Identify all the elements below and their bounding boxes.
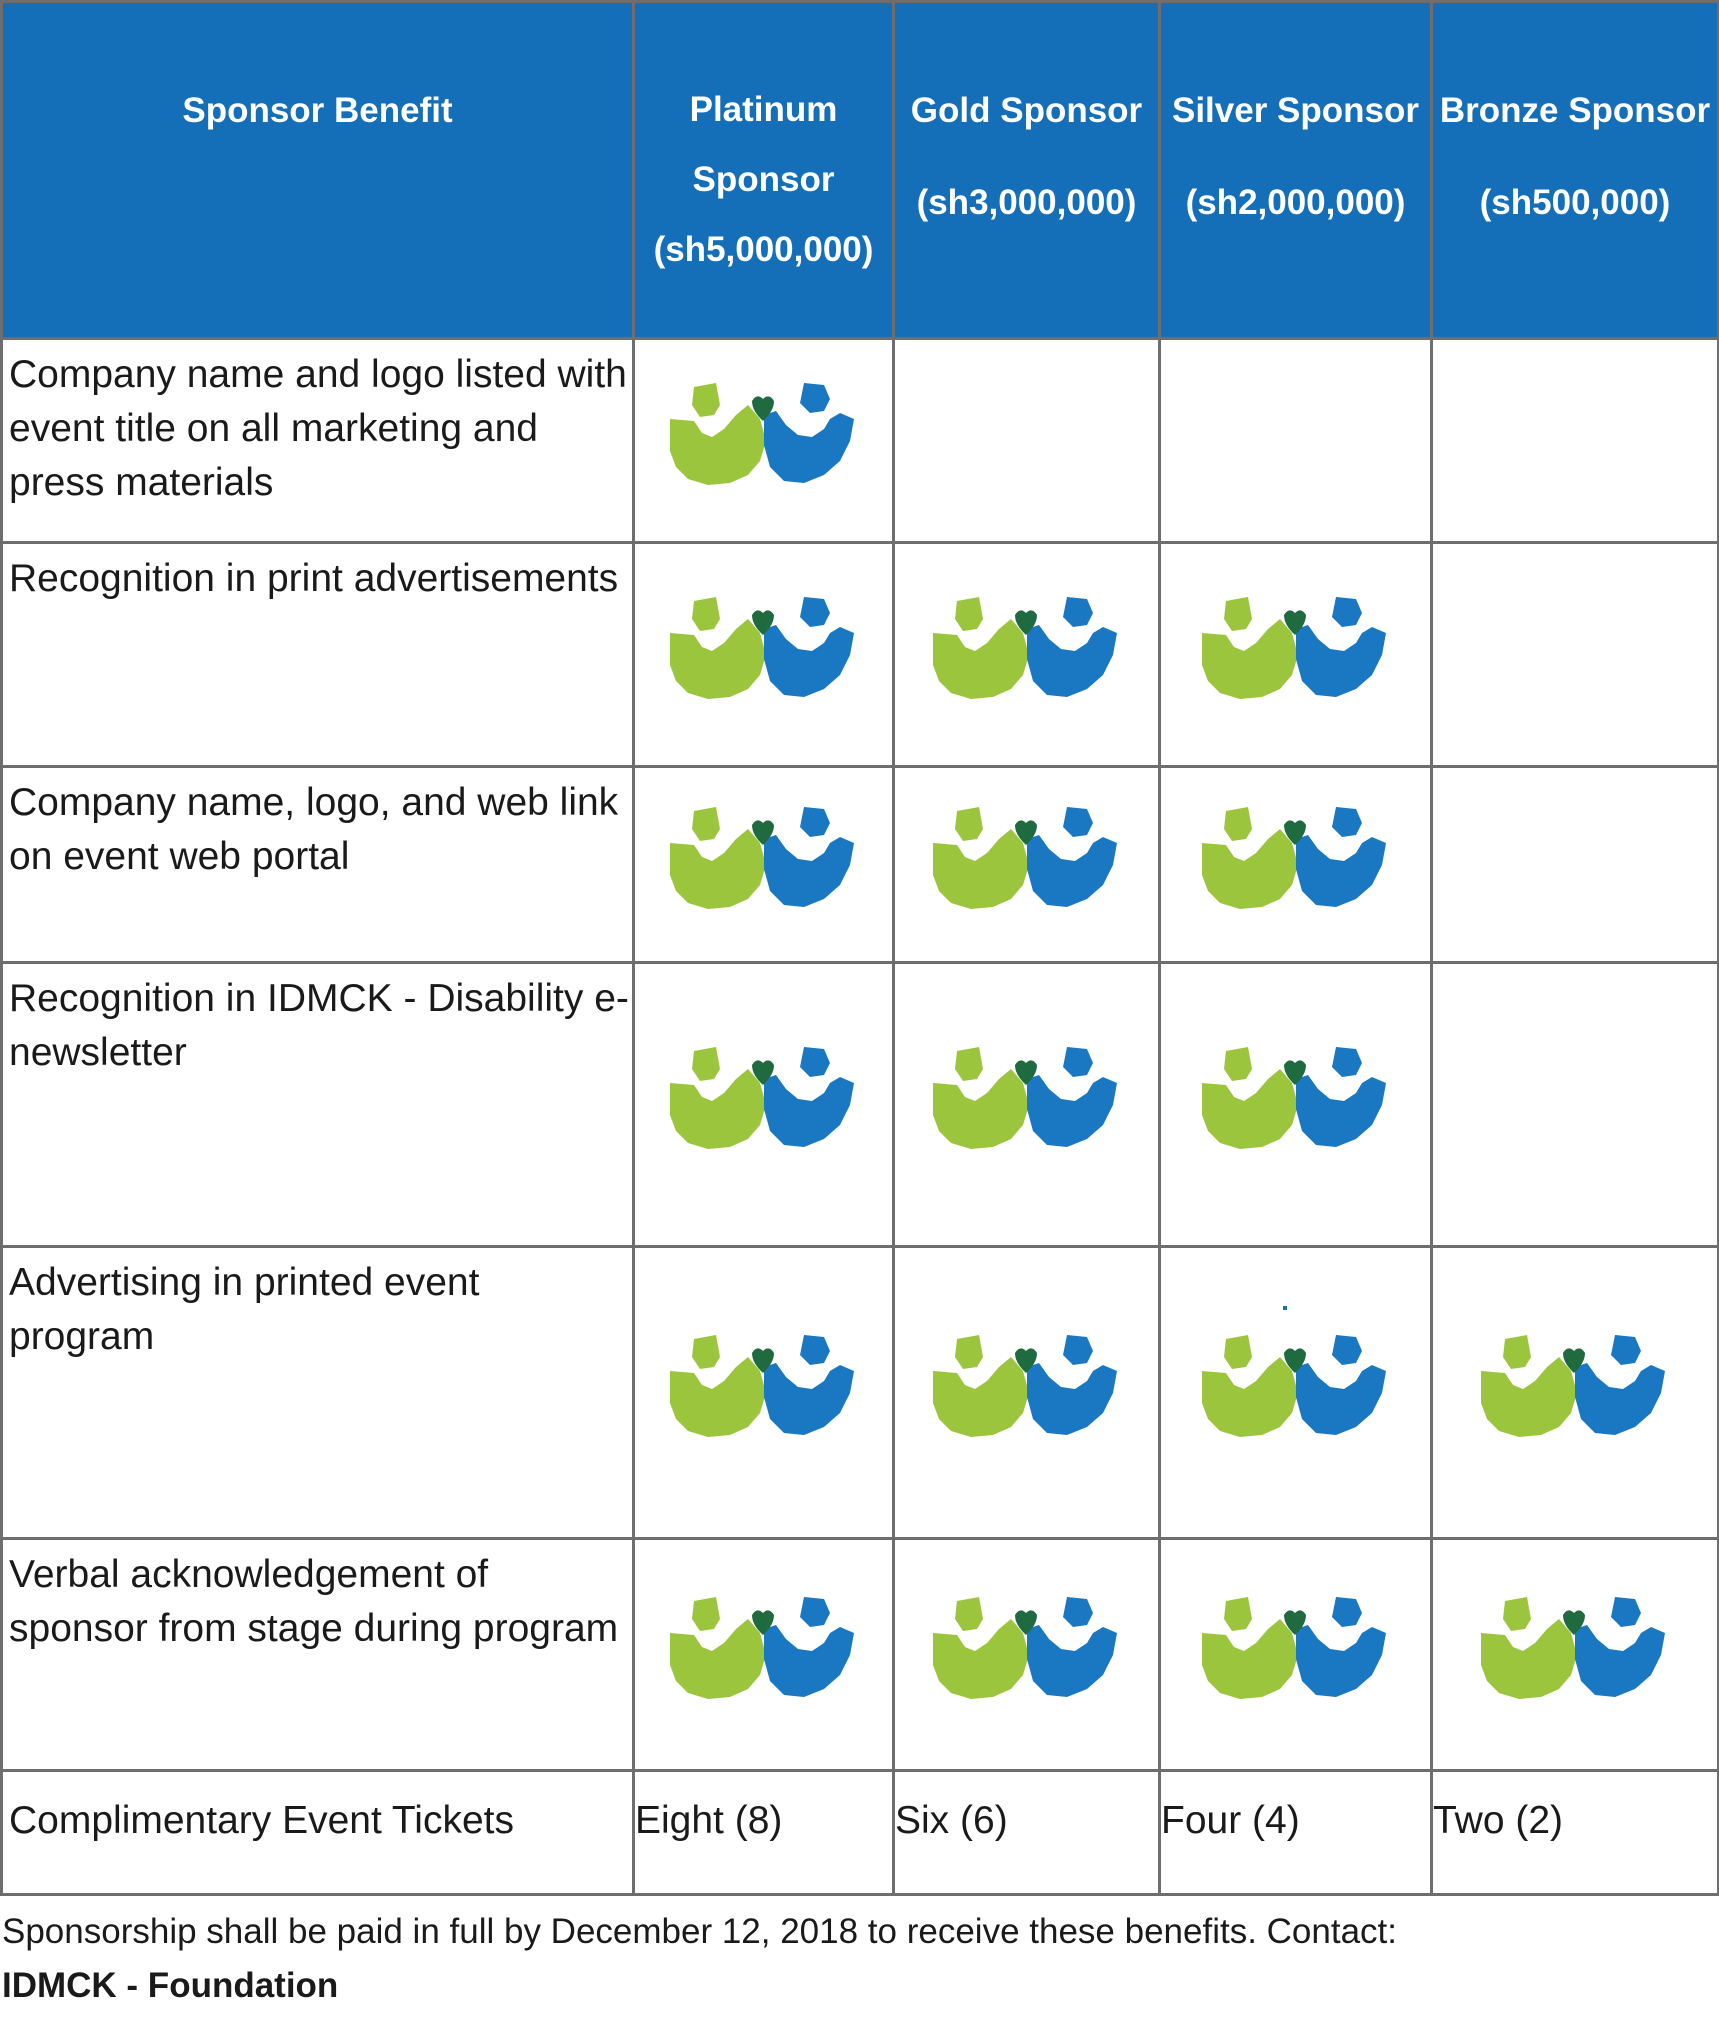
- benefit-label: Recognition in IDMCK - Disability e-news…: [0, 961, 635, 1248]
- idmck-logo-icon: [927, 1039, 1127, 1155]
- idmck-logo-icon: [1196, 1039, 1396, 1155]
- gold-benefit-cell: [892, 337, 1161, 544]
- table-row: Recognition in IDMCK - Disability e-news…: [0, 961, 1719, 1248]
- gold-benefit-cell: [892, 961, 1161, 1248]
- silver-tier-header: Silver Sponsor (sh2,000,000): [1158, 0, 1433, 340]
- idmck-logo-icon: [927, 1589, 1127, 1705]
- table-body: Company name and logo listed with event …: [0, 337, 1719, 1896]
- payment-note: Sponsorship shall be paid in full by Dec…: [2, 1912, 1397, 1951]
- idmck-logo-icon: [664, 375, 864, 491]
- idmck-logo-icon: [1161, 1039, 1430, 1170]
- table-row: Advertising in printed event program: [0, 1245, 1719, 1540]
- idmck-logo-icon: [895, 589, 1158, 720]
- gold-tier-name: Gold Sponsor: [910, 91, 1143, 130]
- gold-tier-amount: (sh3,000,000): [916, 183, 1137, 222]
- idmck-logo-icon: [1433, 1589, 1717, 1720]
- idmck-logo-icon: [1196, 1589, 1396, 1705]
- idmck-logo-icon: [635, 1589, 892, 1720]
- idmck-logo-icon: [635, 799, 892, 930]
- silver-benefit-cell: [1158, 541, 1433, 768]
- stray-mark: [1283, 1306, 1287, 1310]
- table-row: Company name, logo, and web link on even…: [0, 765, 1719, 964]
- table-row: Company name and logo listed with event …: [0, 337, 1719, 544]
- idmck-logo-icon: [1196, 799, 1396, 915]
- gold-benefit-cell: [892, 765, 1161, 964]
- idmck-logo-icon: [664, 1589, 864, 1705]
- bronze-ticket-count: Two (2): [1430, 1769, 1719, 1896]
- bronze-tier-header: Bronze Sponsor (sh500,000): [1430, 0, 1719, 340]
- gold-benefit-cell: [892, 1537, 1161, 1772]
- idmck-logo-icon: [635, 375, 892, 506]
- bronze-benefit-cell: [1430, 961, 1719, 1248]
- silver-benefit-cell: [1158, 1245, 1433, 1540]
- platinum-tier-name-line1: Platinum: [689, 90, 838, 129]
- platinum-benefit-cell: [632, 337, 895, 544]
- benefit-label: Company name, logo, and web link on even…: [0, 765, 635, 964]
- gold-ticket-count: Six (6): [892, 1769, 1161, 1896]
- idmck-logo-icon: [1161, 799, 1430, 930]
- idmck-logo-icon: [927, 589, 1127, 705]
- bronze-benefit-cell: [1430, 337, 1719, 544]
- platinum-benefit-cell: [632, 961, 895, 1248]
- contact-organization: IDMCK - Foundation: [2, 1966, 339, 2005]
- platinum-tier-name-line2: Sponsor: [692, 160, 835, 199]
- platinum-benefit-cell: [632, 1245, 895, 1540]
- table-row: Complimentary Event Tickets Eight (8) Six …: [0, 1769, 1719, 1896]
- idmck-logo-icon: [895, 1039, 1158, 1170]
- table-row: Verbal acknowledgement of sponsor from s…: [0, 1537, 1719, 1772]
- idmck-logo-icon: [1196, 1327, 1396, 1443]
- table-header-row: Sponsor Benefit Platinum Sponsor (sh5,00…: [0, 0, 1719, 340]
- bronze-benefit-cell: [1430, 1245, 1719, 1540]
- platinum-benefit-cell: [632, 541, 895, 768]
- silver-benefit-cell: [1158, 1537, 1433, 1772]
- idmck-logo-icon: [664, 1327, 864, 1443]
- idmck-logo-icon: [927, 799, 1127, 915]
- bronze-benefit-cell: [1430, 541, 1719, 768]
- idmck-logo-icon: [1475, 1589, 1675, 1705]
- gold-tier-header: Gold Sponsor (sh3,000,000): [892, 0, 1161, 340]
- idmck-logo-icon: [635, 589, 892, 720]
- bronze-tier-amount: (sh500,000): [1479, 183, 1671, 222]
- benefit-label: Verbal acknowledgement of sponsor from s…: [0, 1537, 635, 1772]
- platinum-benefit-cell: [632, 1537, 895, 1772]
- benefit-label: Advertising in printed event program: [0, 1245, 635, 1540]
- idmck-logo-icon: [635, 1039, 892, 1170]
- silver-tier-amount: (sh2,000,000): [1185, 183, 1406, 222]
- idmck-logo-icon: [1161, 1327, 1430, 1458]
- benefit-label: Recognition in print advertisements: [0, 541, 635, 768]
- idmck-logo-icon: [1161, 1589, 1430, 1720]
- idmck-logo-icon: [664, 1039, 864, 1155]
- silver-ticket-count: Four (4): [1158, 1769, 1433, 1896]
- idmck-logo-icon: [927, 1327, 1127, 1443]
- platinum-ticket-count: Eight (8): [632, 1769, 895, 1896]
- bronze-benefit-cell: [1430, 765, 1719, 964]
- silver-benefit-cell: [1158, 961, 1433, 1248]
- gold-benefit-cell: [892, 541, 1161, 768]
- idmck-logo-icon: [895, 1589, 1158, 1720]
- platinum-tier-header: Platinum Sponsor (sh5,000,000): [632, 0, 895, 340]
- silver-benefit-cell: [1158, 337, 1433, 544]
- table-row: Recognition in print advertisements: [0, 541, 1719, 768]
- platinum-tier-amount: (sh5,000,000): [653, 230, 874, 269]
- platinum-benefit-cell: [632, 765, 895, 964]
- sponsorship-benefits-table: Sponsor Benefit Platinum Sponsor (sh5,00…: [0, 0, 1719, 1896]
- idmck-logo-icon: [1433, 1327, 1717, 1458]
- idmck-logo-icon: [895, 1327, 1158, 1458]
- sponsor-benefit-header: Sponsor Benefit: [0, 0, 635, 340]
- benefit-label: Complimentary Event Tickets: [0, 1769, 635, 1896]
- idmck-logo-icon: [895, 799, 1158, 930]
- idmck-logo-icon: [1475, 1327, 1675, 1443]
- bronze-tier-name: Bronze Sponsor: [1439, 91, 1711, 130]
- silver-benefit-cell: [1158, 765, 1433, 964]
- idmck-logo-icon: [664, 799, 864, 915]
- silver-tier-name: Silver Sponsor: [1171, 91, 1420, 130]
- bronze-benefit-cell: [1430, 1537, 1719, 1772]
- idmck-logo-icon: [1161, 589, 1430, 720]
- gold-benefit-cell: [892, 1245, 1161, 1540]
- benefit-label: Company name and logo listed with event …: [0, 337, 635, 544]
- idmck-logo-icon: [1196, 589, 1396, 705]
- idmck-logo-icon: [664, 589, 864, 705]
- idmck-logo-icon: [635, 1327, 892, 1458]
